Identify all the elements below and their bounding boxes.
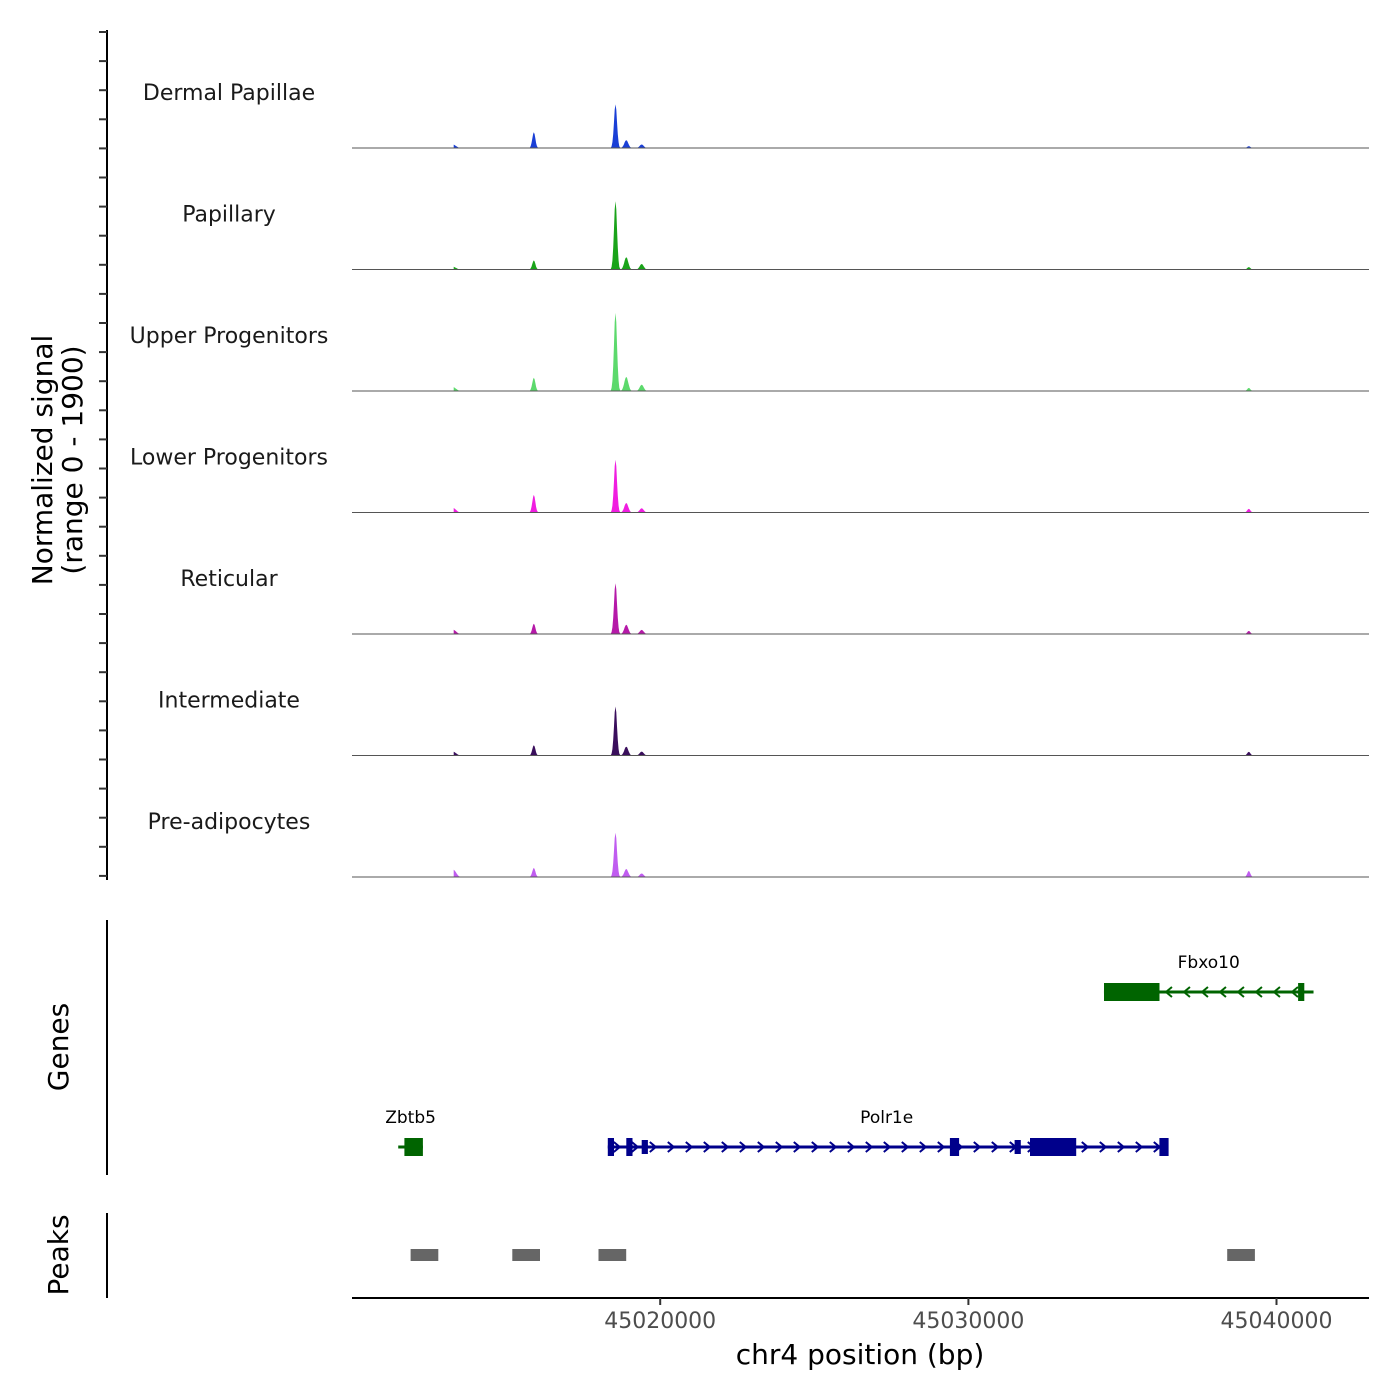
strand-chevron [1099, 1141, 1108, 1153]
gene-track: Fbxo10 Zbtb5 Polr1e [385, 953, 1314, 1156]
strand-chevron [793, 1141, 802, 1153]
gene-zbtb5: Zbtb5 [385, 1108, 436, 1156]
coverage-area [453, 459, 1369, 513]
track-label: Pre-adipocytes [148, 810, 311, 835]
strand-chevron [973, 1141, 982, 1153]
x-axis-title: chr4 position (bp) [736, 1338, 985, 1371]
x-axis-ticks: 45020000 45030000 45040000 [604, 1298, 1332, 1334]
x-tick-label: 45040000 [1221, 1309, 1333, 1334]
exon [1298, 983, 1305, 1001]
peak-region [1227, 1249, 1255, 1261]
strand-chevron [739, 1141, 748, 1153]
strand-chevron [1236, 986, 1245, 998]
strand-chevron [721, 1141, 730, 1153]
strand-chevron [1272, 986, 1281, 998]
track-reticular: Reticular [180, 567, 1369, 635]
strand-chevron [1135, 1141, 1144, 1153]
strand-chevron [901, 1141, 910, 1153]
track-pre-adipocytes: Pre-adipocytes [148, 810, 1369, 878]
strand-chevron [1200, 986, 1209, 998]
y-axis-title: Normalized signal [26, 335, 59, 586]
track-dermal-papillae: Dermal Papillae [143, 81, 1369, 149]
genes-axis-title: Genes [42, 1003, 75, 1091]
track-lower-progenitors: Lower Progenitors [130, 446, 1369, 513]
exon [404, 1138, 423, 1156]
strand-chevron [919, 1141, 928, 1153]
x-tick-label: 45030000 [912, 1309, 1024, 1334]
exon [1104, 983, 1160, 1001]
track-upper-progenitors: Upper Progenitors [130, 312, 1369, 392]
gene-label: Fbxo10 [1178, 953, 1240, 973]
coverage-area [453, 583, 1369, 634]
strand-chevron [1164, 986, 1173, 998]
track-label: Reticular [180, 567, 278, 592]
peak-region [598, 1249, 627, 1261]
track-label: Dermal Papillae [143, 81, 315, 106]
gene-label: Polr1e [860, 1108, 913, 1128]
strand-chevron [811, 1141, 820, 1153]
coverage-area [453, 201, 1369, 270]
gene-label: Zbtb5 [385, 1108, 436, 1128]
strand-chevron [883, 1141, 892, 1153]
peak-region [410, 1249, 439, 1261]
track-label: Papillary [182, 203, 276, 228]
coverage-tracks: Dermal Papillae Papillary Upper Progenitor… [130, 81, 1369, 878]
strand-chevron [1182, 986, 1191, 998]
strand-chevron [667, 1141, 676, 1153]
strand-chevron [703, 1141, 712, 1153]
track-label: Intermediate [158, 689, 300, 714]
strand-chevron [649, 1141, 658, 1153]
strand-chevron [1117, 1141, 1126, 1153]
strand-chevron [991, 1141, 1000, 1153]
coverage-area [453, 312, 1369, 391]
peak-region [512, 1249, 540, 1261]
strand-chevron [775, 1141, 784, 1153]
exon [1030, 1138, 1077, 1156]
strand-chevron [829, 1141, 838, 1153]
strand-chevron [757, 1141, 766, 1153]
x-tick-label: 45020000 [604, 1309, 716, 1334]
exon [1159, 1138, 1169, 1156]
track-papillary: Papillary [182, 201, 1369, 270]
exon [626, 1138, 633, 1156]
strand-chevron [937, 1141, 946, 1153]
y-axis-range: (range 0 - 1900) [56, 345, 89, 574]
peak-track [410, 1249, 1255, 1261]
coverage-y-ticks [99, 31, 107, 877]
strand-chevron [1081, 1141, 1090, 1153]
strand-chevron [685, 1141, 694, 1153]
strand-chevron [847, 1141, 856, 1153]
track-label: Lower Progenitors [130, 446, 328, 471]
strand-chevron [613, 1141, 622, 1153]
exon [641, 1140, 648, 1154]
strand-chevron [1218, 986, 1227, 998]
gene-polr1e: Polr1e [607, 1108, 1169, 1156]
track-label: Upper Progenitors [130, 324, 329, 349]
coverage-area [453, 706, 1369, 756]
gene-fbxo10: Fbxo10 [1103, 953, 1314, 1001]
exon [607, 1138, 614, 1156]
coverage-area [453, 832, 1369, 877]
peaks-axis-title: Peaks [42, 1214, 75, 1295]
strand-chevron [865, 1141, 874, 1153]
strand-chevron [631, 1141, 640, 1153]
track-intermediate: Intermediate [158, 689, 1369, 756]
strand-chevron [1254, 986, 1263, 998]
exon [1014, 1140, 1021, 1154]
exon [949, 1138, 960, 1156]
coverage-area [453, 104, 1369, 148]
strand-chevron [1290, 986, 1299, 998]
